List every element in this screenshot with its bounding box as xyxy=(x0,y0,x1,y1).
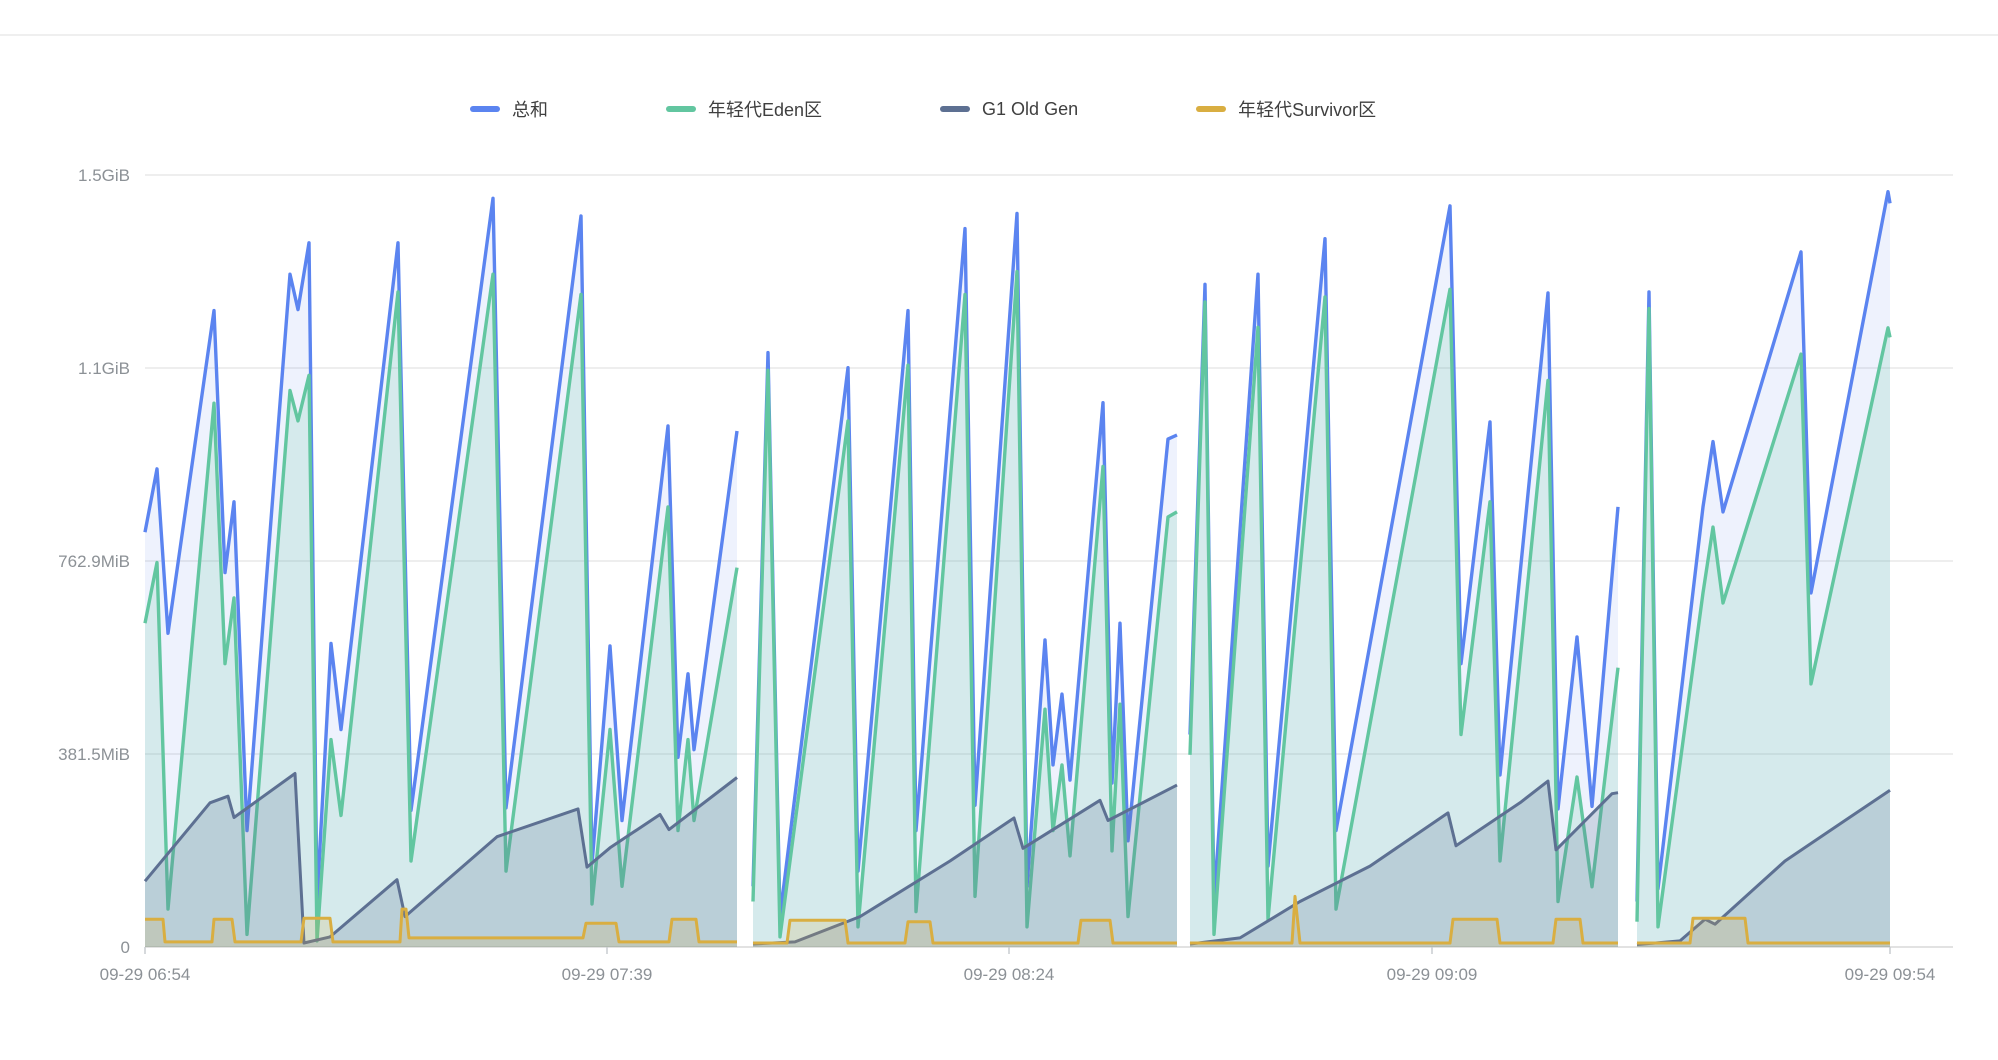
svg-text:0: 0 xyxy=(121,938,130,957)
chart-legend: 总和 年轻代Eden区 G1 Old Gen 年轻代Survivor区 xyxy=(470,96,1376,122)
legend-item-eden[interactable]: 年轻代Eden区 xyxy=(666,96,822,122)
svg-text:09-29 07:39: 09-29 07:39 xyxy=(562,965,653,984)
legend-label: G1 Old Gen xyxy=(982,98,1079,119)
legend-label: 年轻代Eden区 xyxy=(708,100,823,120)
survivor-series-swatch xyxy=(1196,106,1227,112)
legend-label: 年轻代Survivor区 xyxy=(1238,100,1377,120)
svg-text:09-29 08:24: 09-29 08:24 xyxy=(964,965,1055,984)
svg-text:1.1GiB: 1.1GiB xyxy=(78,359,130,378)
total-series-swatch xyxy=(470,106,500,112)
svg-text:09-29 09:54: 09-29 09:54 xyxy=(1845,965,1936,984)
svg-text:381.5MiB: 381.5MiB xyxy=(58,745,130,764)
oldgen-series-swatch xyxy=(940,106,971,112)
eden-series-swatch xyxy=(666,106,696,112)
legend-item-total[interactable]: 总和 xyxy=(470,96,548,122)
top-divider xyxy=(0,34,1998,36)
legend-item-survivor[interactable]: 年轻代Survivor区 xyxy=(1196,96,1376,122)
svg-text:1.5GiB: 1.5GiB xyxy=(78,166,130,185)
legend-label: 总和 xyxy=(512,100,548,120)
legend-item-oldgen[interactable]: G1 Old Gen xyxy=(940,99,1078,120)
svg-text:09-29 09:09: 09-29 09:09 xyxy=(1387,965,1478,984)
svg-text:09-29 06:54: 09-29 06:54 xyxy=(100,965,191,984)
svg-text:762.9MiB: 762.9MiB xyxy=(58,552,130,571)
